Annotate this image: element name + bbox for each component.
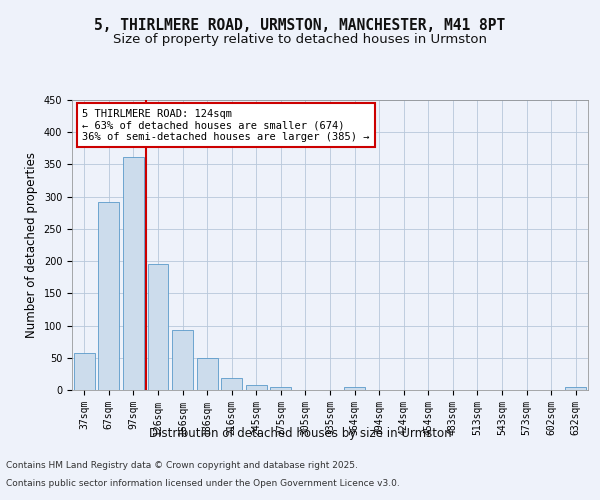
Bar [98, 202, 119, 390]
Bar [123, 156, 144, 390]
Y-axis label: Number of detached properties: Number of detached properties [25, 152, 38, 338]
Text: Contains public sector information licensed under the Open Government Licence v3: Contains public sector information licen… [6, 478, 400, 488]
Text: 5 THIRLMERE ROAD: 124sqm
← 63% of detached houses are smaller (674)
36% of semi-: 5 THIRLMERE ROAD: 124sqm ← 63% of detach… [82, 108, 370, 142]
Bar [344, 388, 365, 390]
Bar [271, 387, 292, 390]
Text: Size of property relative to detached houses in Urmston: Size of property relative to detached ho… [113, 32, 487, 46]
Bar [197, 358, 218, 390]
Bar [74, 354, 95, 390]
Bar [246, 385, 267, 390]
Bar [148, 264, 169, 390]
Bar [221, 378, 242, 390]
Text: Contains HM Land Registry data © Crown copyright and database right 2025.: Contains HM Land Registry data © Crown c… [6, 461, 358, 470]
Bar [172, 330, 193, 390]
Text: 5, THIRLMERE ROAD, URMSTON, MANCHESTER, M41 8PT: 5, THIRLMERE ROAD, URMSTON, MANCHESTER, … [94, 18, 506, 32]
Bar [565, 388, 586, 390]
Text: Distribution of detached houses by size in Urmston: Distribution of detached houses by size … [149, 428, 451, 440]
